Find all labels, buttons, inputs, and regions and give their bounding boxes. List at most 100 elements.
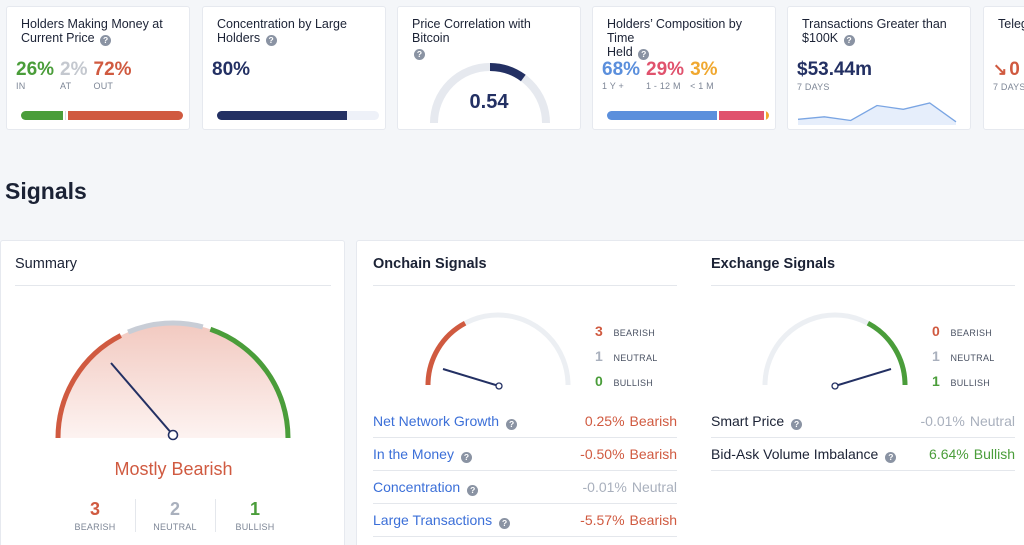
signal-name-text[interactable]: Bid-Ask Volume Imbalance [711,445,879,462]
summary-bearish-label: BEARISH [74,522,116,532]
composition-b-value: 29% [646,59,685,80]
onchain-neutral-count: 1 [595,348,603,364]
help-icon[interactable]: ? [467,484,479,496]
signal-name-text[interactable]: Concentration [373,478,461,495]
signal-row[interactable]: Large Transactions? -5.57% Bearish [373,504,677,537]
signal-percent: 0.25% [584,413,625,429]
telegram-value-row: ↘ 0 [993,59,1020,81]
onchain-title: Onchain Signals [373,256,487,272]
signal-name[interactable]: In the Money? [373,446,472,463]
signal-percent: -0.01% [582,479,627,495]
signal-row[interactable]: Smart Price? -0.01% Neutral [711,405,1015,438]
onchain-bearish-label: BEARISH [613,328,656,338]
signal-value: -5.57% Bearish [580,512,677,528]
signal-percent: -0.01% [920,413,965,429]
bar-segment [764,111,769,120]
in-label: IN [16,81,26,91]
gauge-pivot [167,429,179,441]
help-icon[interactable]: ? [885,451,897,463]
signal-verdict: Bullish [973,446,1015,462]
signal-name[interactable]: Concentration? [373,478,479,496]
composition-bar [607,111,769,120]
signal-name[interactable]: Large Transactions? [373,511,511,529]
help-icon[interactable]: ? [791,418,803,430]
gauge-arc-neutral [127,320,204,335]
signal-name[interactable]: Net Network Growth? [373,412,518,430]
summary-neutral-count: 2 [169,499,180,519]
gauge-arc-bullish [866,320,908,386]
summary-divider [15,285,331,286]
onchain-neutral-label: NEUTRAL [613,353,658,363]
transactions-value: $53.44m [797,59,873,80]
signal-percent: -5.57% [580,512,625,528]
help-icon[interactable]: ? [638,49,650,60]
out-value: 72% [93,59,132,80]
summary-bearish-count: 3 [89,499,100,519]
help-icon[interactable]: ? [843,35,855,46]
onchain-bullish-count: 0 [595,373,603,389]
signal-verdict: Neutral [631,479,677,495]
help-icon[interactable]: ? [506,418,518,430]
signal-value: -0.01% Neutral [921,413,1016,429]
signal-name[interactable]: Smart Price? [711,412,803,430]
card-title: Holders’ Composition by Time Held ? [607,17,743,60]
signals-heading: Signals [5,178,87,204]
bar-segment [717,111,765,120]
card-title: Concentration by Large Holders ? [217,17,347,46]
card-title: Telegr [998,17,1024,31]
exchange-bullish-count: 1 [932,373,940,389]
card-title: Transactions Greater than $100K ? [802,17,947,46]
gauge-arc-bearish [425,320,467,386]
gauge-needle [442,368,500,387]
onchain-bullish-label: BULLISH [613,378,654,388]
gauge-needle [110,362,174,436]
help-icon[interactable]: ? [499,517,511,529]
signal-row[interactable]: Concentration? -0.01% Neutral [373,471,677,504]
transactions-period: 7 DAYS [797,82,830,92]
signal-verdict: Bearish [629,413,677,429]
help-icon[interactable]: ? [265,35,277,46]
concentration-bar-fill [217,111,347,120]
summary-verdict: Mostly Bearish [114,459,233,479]
concentration-bar [217,111,379,120]
summary-title: Summary [15,256,78,272]
card-telegram: Telegr ↘ 0 7 DAYS [983,6,1024,130]
signal-row[interactable]: Bid-Ask Volume Imbalance? 6.64% Bullish [711,438,1015,471]
summary-neutral-label: NEUTRAL [153,522,197,532]
signal-name-text[interactable]: Net Network Growth [373,412,500,429]
exchange-neutral-label: NEUTRAL [950,353,995,363]
onchain-gauge [425,312,571,390]
arrow-down-icon: ↘ [993,60,1008,79]
composition-c-value: 3% [690,59,718,80]
exchange-bearish-count: 0 [932,323,940,339]
signals-panel: Onchain Signals 3 BEARISH 1 NEUTRAL 0 BU… [356,240,1024,545]
onchain-legend: 3 BEARISH 1 NEUTRAL 0 BULLISH [595,320,658,395]
signal-name-text[interactable]: In the Money [373,445,454,462]
gauge-arc-bearish [55,333,122,439]
signal-value: 0.25% Bearish [585,413,677,429]
correlation-value: 0.54 [469,91,509,113]
help-icon[interactable]: ? [460,451,472,463]
signal-name-text[interactable]: Smart Price [711,412,785,429]
signal-value: -0.50% Bearish [580,446,677,462]
signal-percent: -0.50% [580,446,625,462]
help-icon[interactable]: ? [100,35,112,46]
at-label: AT [60,81,72,91]
signal-value: -0.01% Neutral [583,479,678,495]
bar-segment [66,111,183,120]
gauge-pivot [831,382,839,390]
transactions-sparkline [798,102,957,125]
gauge-pivot [495,382,503,390]
sparkline-line [798,102,957,123]
card-correlation: Price Correlation with Bitcoin ? 0.54 [397,6,581,130]
help-icon[interactable]: ? [414,49,425,60]
signal-name-text[interactable]: Large Transactions [373,511,493,528]
signal-row[interactable]: In the Money? -0.50% Bearish [373,438,677,471]
composition-c-label: < 1 M [690,81,714,91]
signal-row[interactable]: Net Network Growth? 0.25% Bearish [373,405,677,438]
bar-segment [21,111,64,120]
exchange-bearish-label: BEARISH [950,328,993,338]
composition-a-label: 1 Y + [602,81,624,91]
signal-name[interactable]: Bid-Ask Volume Imbalance? [711,445,897,463]
telegram-value: 0 [1009,59,1020,80]
